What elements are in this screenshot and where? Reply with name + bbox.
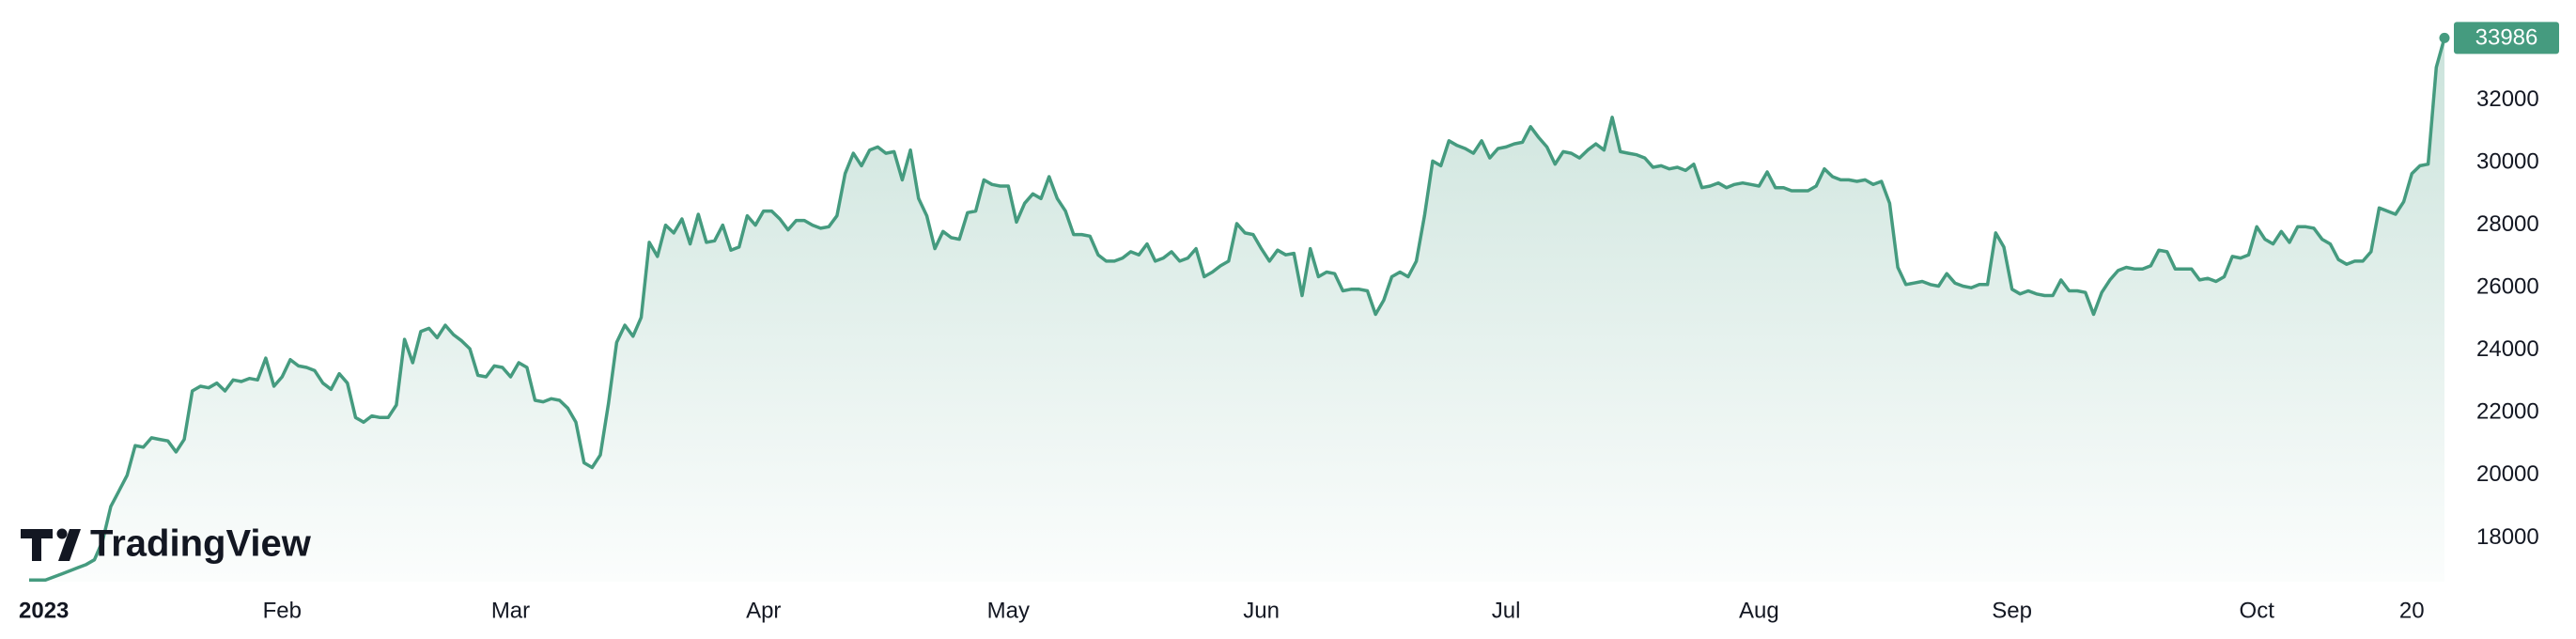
x-tick-label: Jun bbox=[1243, 598, 1280, 623]
x-tick-label: Jul bbox=[1492, 598, 1521, 623]
logo-icon bbox=[21, 529, 53, 561]
last-point bbox=[2439, 32, 2450, 43]
x-tick-label: May bbox=[987, 598, 1030, 623]
y-tick-label: 18000 bbox=[2476, 524, 2539, 550]
x-tick-label: Sep bbox=[1992, 598, 2032, 623]
logo: TradingView bbox=[21, 523, 312, 565]
price-line bbox=[29, 37, 2446, 583]
x-tick-label: Aug bbox=[1739, 598, 1779, 623]
y-tick-label: 28000 bbox=[2476, 211, 2539, 237]
x-tick-label: 20 bbox=[2399, 598, 2425, 623]
y-tick-label: 30000 bbox=[2476, 148, 2539, 174]
last-value-box bbox=[2454, 22, 2559, 55]
y-tick-label: 32000 bbox=[2476, 86, 2539, 112]
x-tick-label: Feb bbox=[263, 598, 302, 623]
y-tick-label: 22000 bbox=[2476, 399, 2539, 425]
x-tick-label: Apr bbox=[746, 598, 781, 623]
x-tick-label: Mar bbox=[491, 598, 530, 623]
x-tick-label: Oct bbox=[2240, 598, 2275, 623]
area bbox=[29, 38, 2444, 582]
y-tick-label: 20000 bbox=[2476, 461, 2539, 487]
logo-icon bbox=[56, 528, 68, 539]
x-tick-label: 2023 bbox=[19, 598, 69, 623]
y-tick-label: 24000 bbox=[2476, 336, 2539, 362]
last-value-label: 33986 bbox=[2475, 25, 2538, 51]
logo-icon bbox=[58, 529, 81, 561]
y-tick-label: 26000 bbox=[2476, 274, 2539, 300]
watermark: TradingView bbox=[90, 523, 312, 565]
